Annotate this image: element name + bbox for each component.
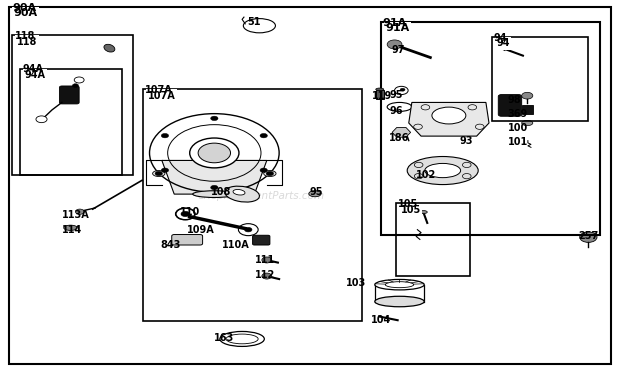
- Text: 97: 97: [391, 45, 405, 55]
- Ellipse shape: [264, 170, 276, 176]
- Text: 105: 105: [401, 205, 421, 215]
- Text: 113A: 113A: [62, 210, 90, 220]
- Ellipse shape: [104, 44, 115, 52]
- Text: 118: 118: [15, 31, 35, 41]
- Text: 90A: 90A: [12, 3, 37, 13]
- Circle shape: [161, 168, 169, 173]
- FancyBboxPatch shape: [521, 106, 533, 113]
- Text: 95: 95: [310, 187, 324, 197]
- Ellipse shape: [376, 88, 384, 90]
- Bar: [381, 22, 600, 235]
- Circle shape: [181, 211, 190, 216]
- Circle shape: [198, 143, 231, 163]
- Ellipse shape: [225, 186, 259, 202]
- Text: 107A: 107A: [148, 91, 175, 101]
- Text: 109A: 109A: [187, 225, 215, 234]
- Bar: [20, 69, 122, 175]
- Circle shape: [211, 116, 218, 121]
- Circle shape: [260, 168, 267, 173]
- Text: 110: 110: [180, 207, 201, 217]
- Text: 91A: 91A: [385, 23, 410, 34]
- Text: 96: 96: [389, 106, 402, 116]
- Circle shape: [190, 138, 239, 168]
- Text: 112: 112: [254, 270, 275, 280]
- FancyBboxPatch shape: [376, 90, 384, 100]
- Circle shape: [155, 171, 162, 176]
- Bar: [396, 204, 471, 276]
- Text: 108: 108: [211, 187, 232, 197]
- Polygon shape: [409, 103, 489, 136]
- Text: 110A: 110A: [223, 241, 250, 250]
- Text: 98: 98: [508, 95, 521, 105]
- FancyBboxPatch shape: [498, 95, 521, 116]
- Text: 104: 104: [371, 315, 391, 325]
- Circle shape: [36, 116, 47, 123]
- Circle shape: [266, 171, 273, 176]
- Ellipse shape: [385, 282, 414, 288]
- Circle shape: [73, 84, 79, 87]
- Text: 105: 105: [398, 199, 419, 209]
- Ellipse shape: [64, 225, 78, 230]
- Text: eReplacementParts.com: eReplacementParts.com: [197, 191, 324, 201]
- Text: 100: 100: [508, 123, 528, 132]
- Text: 843: 843: [161, 241, 181, 250]
- Text: 369: 369: [508, 109, 528, 119]
- Circle shape: [262, 273, 272, 279]
- Ellipse shape: [521, 120, 533, 126]
- Text: 114: 114: [62, 225, 82, 235]
- Circle shape: [244, 227, 252, 232]
- Text: 91A: 91A: [383, 18, 407, 28]
- Circle shape: [211, 185, 218, 190]
- FancyBboxPatch shape: [60, 86, 79, 104]
- Text: 118: 118: [17, 37, 37, 47]
- Ellipse shape: [420, 211, 427, 214]
- Text: 163: 163: [215, 333, 234, 343]
- Ellipse shape: [375, 279, 424, 290]
- Text: 94: 94: [494, 33, 507, 43]
- Text: 107A: 107A: [145, 86, 173, 95]
- Text: 186: 186: [389, 133, 409, 143]
- Text: 257: 257: [578, 231, 599, 241]
- FancyBboxPatch shape: [172, 234, 203, 245]
- Bar: [492, 37, 588, 121]
- Ellipse shape: [407, 156, 478, 185]
- Text: 111: 111: [254, 254, 275, 265]
- Circle shape: [260, 133, 267, 138]
- Text: 119: 119: [372, 91, 392, 101]
- Bar: [12, 35, 133, 175]
- Text: 101: 101: [508, 137, 528, 147]
- Text: 90A: 90A: [13, 9, 37, 18]
- Text: 94A: 94A: [22, 64, 43, 75]
- Ellipse shape: [233, 190, 245, 195]
- Circle shape: [400, 88, 405, 91]
- Circle shape: [521, 92, 533, 99]
- Ellipse shape: [193, 191, 236, 198]
- Polygon shape: [162, 161, 267, 194]
- Bar: [143, 89, 363, 321]
- Circle shape: [76, 209, 84, 214]
- Text: 95: 95: [389, 90, 402, 100]
- Text: 94A: 94A: [24, 70, 45, 80]
- Circle shape: [262, 257, 272, 263]
- Ellipse shape: [153, 170, 165, 176]
- Ellipse shape: [375, 296, 424, 307]
- Text: 94: 94: [497, 38, 510, 48]
- Text: 51: 51: [247, 17, 260, 27]
- Text: 103: 103: [346, 278, 366, 288]
- Circle shape: [580, 232, 597, 242]
- Circle shape: [161, 133, 169, 138]
- Circle shape: [387, 40, 402, 49]
- Text: 93: 93: [459, 136, 473, 146]
- Text: 102: 102: [416, 170, 436, 181]
- Ellipse shape: [425, 163, 461, 178]
- FancyBboxPatch shape: [252, 235, 270, 245]
- Ellipse shape: [309, 191, 321, 197]
- Ellipse shape: [432, 107, 466, 124]
